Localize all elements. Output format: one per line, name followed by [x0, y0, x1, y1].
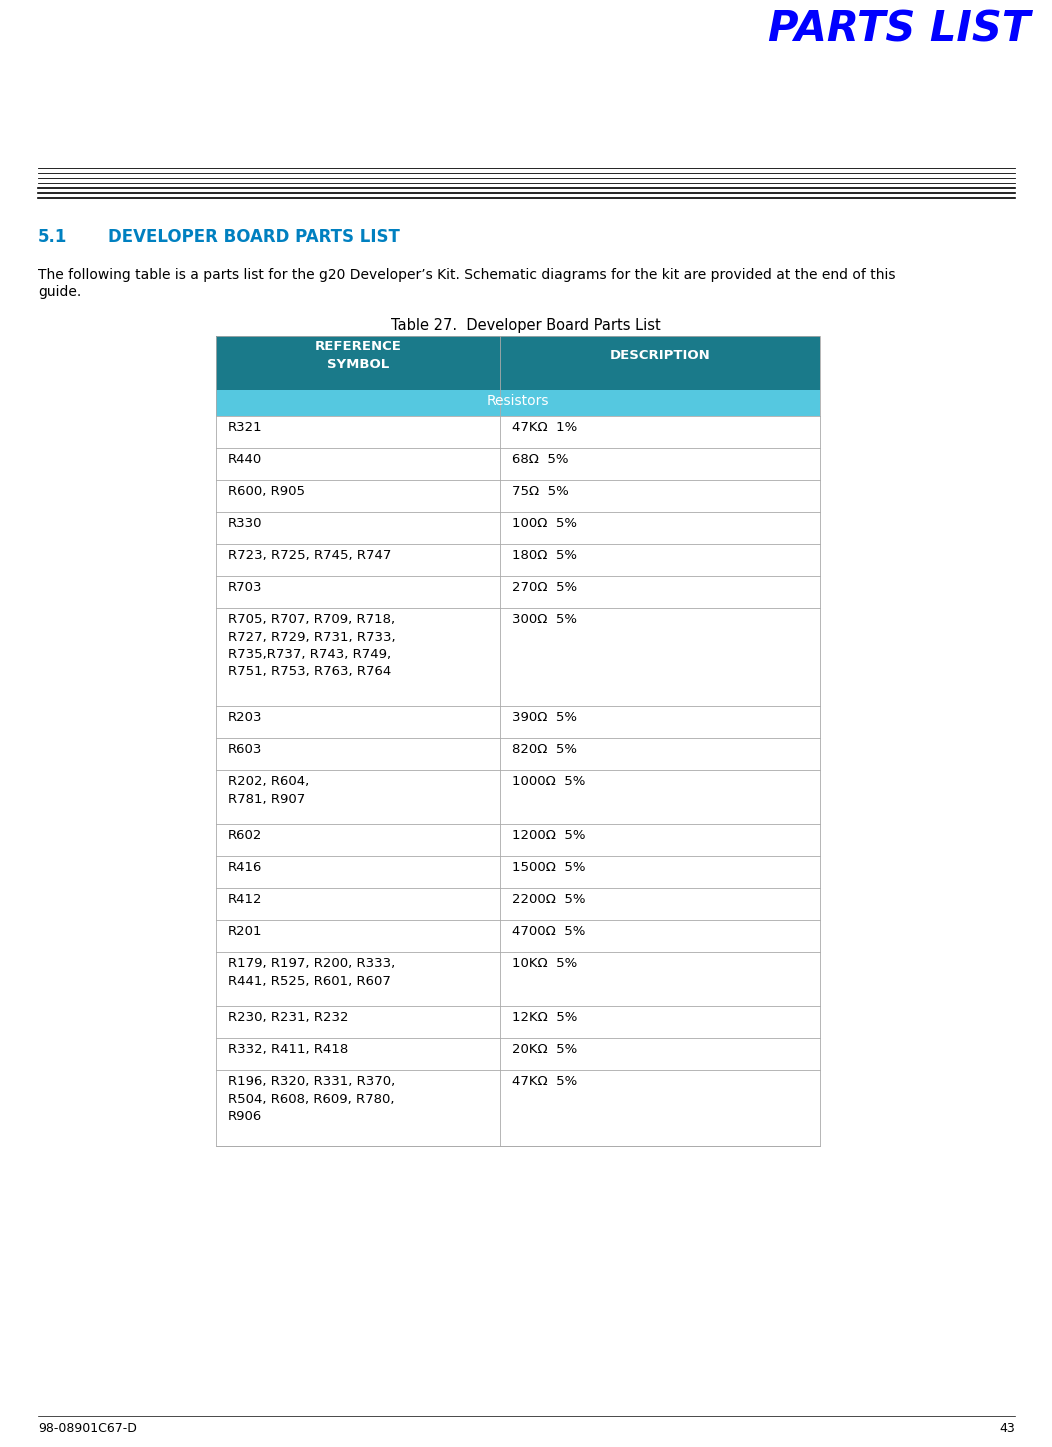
Text: R600, R905: R600, R905 — [228, 485, 305, 498]
Text: SYMBOL: SYMBOL — [327, 357, 389, 370]
Text: R330: R330 — [228, 517, 263, 530]
Text: 1000Ω  5%: 1000Ω 5% — [512, 776, 585, 789]
Text: R202, R604,
R781, R907: R202, R604, R781, R907 — [228, 776, 309, 806]
Text: The following table is a parts list for the g20 Developer’s Kit. Schematic diagr: The following table is a parts list for … — [38, 268, 895, 282]
Text: 12KΩ  5%: 12KΩ 5% — [512, 1011, 578, 1024]
Text: 100Ω  5%: 100Ω 5% — [512, 517, 576, 530]
FancyBboxPatch shape — [216, 608, 820, 706]
FancyBboxPatch shape — [216, 706, 820, 738]
Text: R332, R411, R418: R332, R411, R418 — [228, 1043, 348, 1056]
Text: 820Ω  5%: 820Ω 5% — [512, 742, 576, 755]
Text: DESCRIPTION: DESCRIPTION — [609, 349, 710, 362]
FancyBboxPatch shape — [216, 1069, 820, 1146]
Text: R416: R416 — [228, 861, 262, 874]
Text: 1500Ω  5%: 1500Ω 5% — [512, 861, 586, 874]
Text: R201: R201 — [228, 925, 263, 938]
Text: R196, R320, R331, R370,
R504, R608, R609, R780,
R906: R196, R320, R331, R370, R504, R608, R609… — [228, 1075, 396, 1123]
Text: 68Ω  5%: 68Ω 5% — [512, 453, 568, 466]
Text: PARTS LIST: PARTS LIST — [768, 9, 1030, 51]
Text: 43: 43 — [999, 1422, 1015, 1435]
Text: DEVELOPER BOARD PARTS LIST: DEVELOPER BOARD PARTS LIST — [108, 229, 400, 246]
Text: 4700Ω  5%: 4700Ω 5% — [512, 925, 585, 938]
Text: 390Ω  5%: 390Ω 5% — [512, 710, 576, 724]
Text: R723, R725, R745, R747: R723, R725, R745, R747 — [228, 548, 391, 561]
Text: guide.: guide. — [38, 285, 81, 300]
FancyBboxPatch shape — [216, 1006, 820, 1037]
Text: 98-08901C67-D: 98-08901C67-D — [38, 1422, 137, 1435]
Text: R705, R707, R709, R718,
R727, R729, R731, R733,
R735,R737, R743, R749,
R751, R75: R705, R707, R709, R718, R727, R729, R731… — [228, 614, 396, 679]
FancyBboxPatch shape — [216, 738, 820, 770]
Text: 47KΩ  5%: 47KΩ 5% — [512, 1075, 578, 1088]
Text: R412: R412 — [228, 893, 263, 906]
FancyBboxPatch shape — [216, 415, 820, 449]
Text: 75Ω  5%: 75Ω 5% — [512, 485, 569, 498]
FancyBboxPatch shape — [216, 449, 820, 480]
Text: R230, R231, R232: R230, R231, R232 — [228, 1011, 348, 1024]
FancyBboxPatch shape — [216, 576, 820, 608]
Text: REFERENCE: REFERENCE — [315, 340, 402, 353]
FancyBboxPatch shape — [216, 336, 820, 391]
Text: 10KΩ  5%: 10KΩ 5% — [512, 956, 578, 969]
Text: R602: R602 — [228, 829, 262, 842]
FancyBboxPatch shape — [216, 823, 820, 857]
FancyBboxPatch shape — [216, 544, 820, 576]
FancyBboxPatch shape — [216, 888, 820, 920]
Text: R440: R440 — [228, 453, 262, 466]
Text: R703: R703 — [228, 582, 263, 595]
FancyBboxPatch shape — [216, 391, 820, 415]
Text: 270Ω  5%: 270Ω 5% — [512, 582, 578, 595]
Text: 180Ω  5%: 180Ω 5% — [512, 548, 576, 561]
Text: Resistors: Resistors — [487, 394, 549, 408]
FancyBboxPatch shape — [216, 770, 820, 823]
Text: 1200Ω  5%: 1200Ω 5% — [512, 829, 586, 842]
FancyBboxPatch shape — [216, 1037, 820, 1069]
FancyBboxPatch shape — [216, 920, 820, 952]
Text: 300Ω  5%: 300Ω 5% — [512, 614, 576, 627]
Text: R179, R197, R200, R333,
R441, R525, R601, R607: R179, R197, R200, R333, R441, R525, R601… — [228, 956, 396, 987]
FancyBboxPatch shape — [216, 512, 820, 544]
Text: R321: R321 — [228, 421, 263, 434]
Text: 47KΩ  1%: 47KΩ 1% — [512, 421, 578, 434]
FancyBboxPatch shape — [216, 857, 820, 888]
Text: R203: R203 — [228, 710, 263, 724]
Text: Table 27.  Developer Board Parts List: Table 27. Developer Board Parts List — [391, 318, 661, 333]
FancyBboxPatch shape — [216, 952, 820, 1006]
Text: R603: R603 — [228, 742, 262, 755]
Text: 20KΩ  5%: 20KΩ 5% — [512, 1043, 578, 1056]
FancyBboxPatch shape — [216, 480, 820, 512]
Text: 5.1: 5.1 — [38, 229, 67, 246]
Text: 2200Ω  5%: 2200Ω 5% — [512, 893, 586, 906]
